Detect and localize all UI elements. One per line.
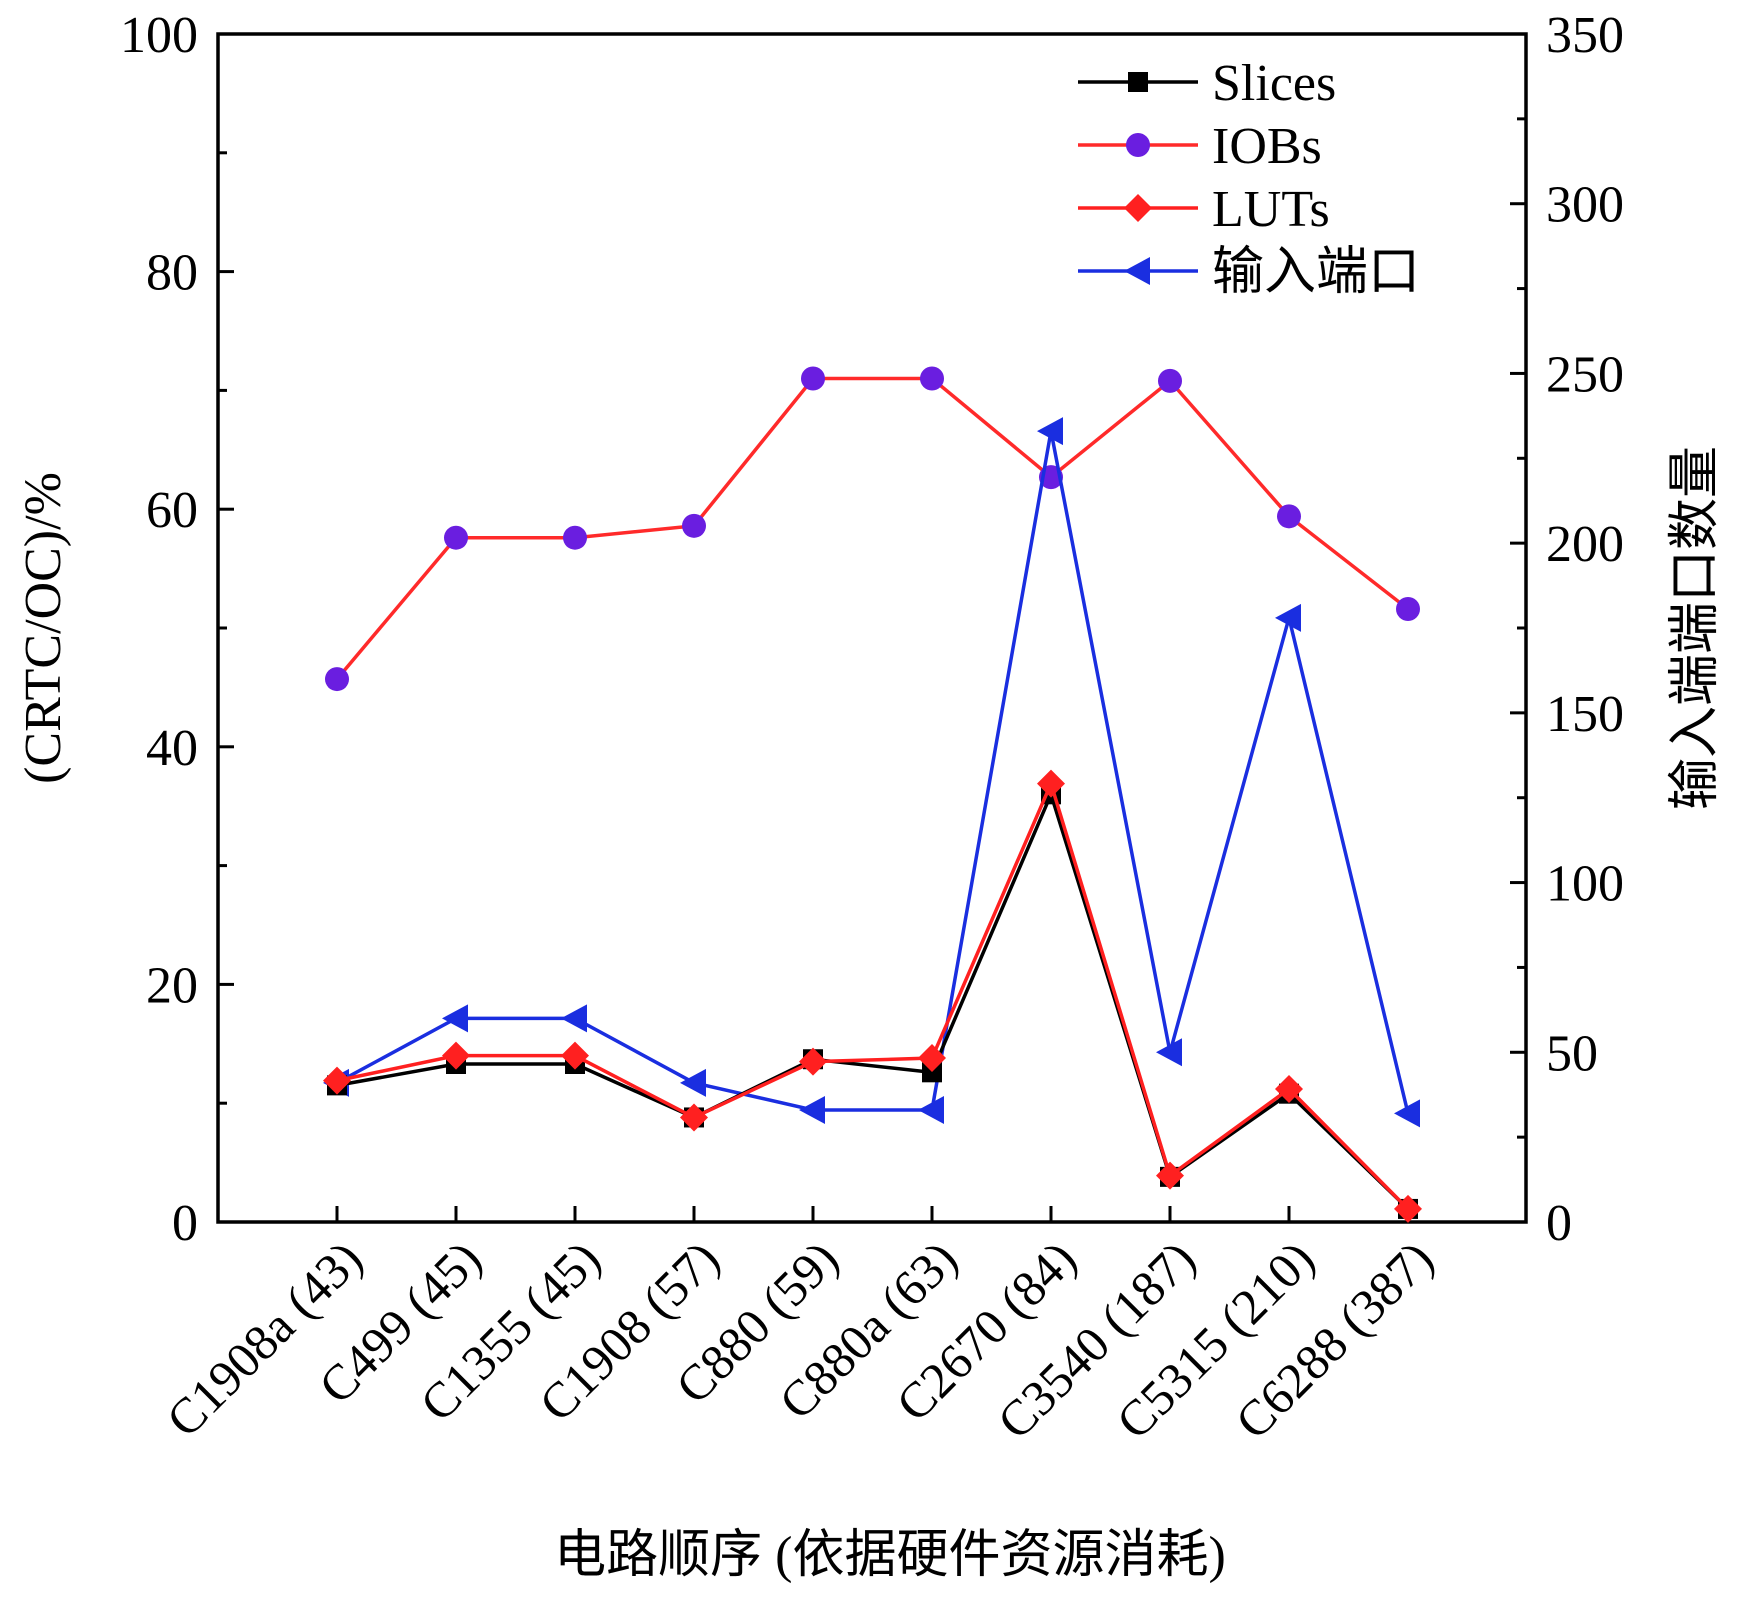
data-point (323, 1066, 351, 1095)
data-point (918, 1095, 944, 1124)
data-point (442, 1004, 468, 1033)
legend-marker (1126, 133, 1150, 157)
legend: Slices IOBs LUTs 输入端口 (1078, 55, 1420, 301)
y2-tick-label: 50 (1546, 1025, 1598, 1082)
data-point (1158, 368, 1182, 393)
y2-axis-title: 输入端端口数量 (1667, 446, 1724, 810)
data-point (799, 1095, 825, 1124)
legend-marker (1124, 194, 1152, 222)
data-point (799, 1047, 827, 1076)
series-line (335, 376, 1410, 681)
data-point (563, 525, 587, 550)
data-point (444, 525, 468, 550)
series-iobs (325, 366, 1420, 692)
data-point (1037, 417, 1063, 446)
series-layer (323, 366, 1422, 1223)
data-point (1396, 596, 1420, 621)
legend-marker (1128, 72, 1148, 92)
data-point (1277, 504, 1301, 529)
data-point (1275, 603, 1301, 632)
legend-label: IOBs (1212, 118, 1322, 175)
series-line (336, 430, 1410, 1114)
series-slices (327, 784, 1418, 1219)
legend-label: Slices (1212, 55, 1336, 112)
data-point (1156, 1161, 1184, 1190)
y-tick-label: 80 (146, 245, 198, 302)
series-line (336, 789, 1410, 1211)
y-tick-label: 20 (146, 957, 198, 1014)
legend-label: 输入端口 (1212, 244, 1420, 301)
legend-item: IOBs (1078, 118, 1322, 175)
legend-marker (1124, 257, 1150, 285)
data-point (918, 1044, 946, 1073)
y-axis-title: (CRTC/OC)/% (15, 472, 72, 784)
data-point (1156, 1038, 1182, 1067)
legend-label: LUTs (1212, 181, 1330, 238)
data-point (920, 366, 944, 391)
data-point (561, 1004, 587, 1033)
data-point (442, 1041, 470, 1070)
legend-item: Slices (1078, 55, 1336, 112)
series-input-ports (323, 417, 1420, 1128)
y-tick-label: 100 (120, 7, 198, 64)
data-point (1275, 1074, 1303, 1103)
data-point (1394, 1099, 1420, 1128)
plot-frame (216, 32, 1528, 1224)
y-tick-label: 40 (146, 720, 198, 777)
y2-tick-label: 350 (1546, 7, 1624, 64)
legend-item: LUTs (1078, 181, 1330, 238)
data-point (680, 1068, 706, 1097)
y2-tick-label: 0 (1546, 1195, 1572, 1252)
data-point (682, 513, 706, 538)
data-point (1394, 1194, 1422, 1223)
x-tick-label: C1908a (43) (155, 1230, 372, 1447)
data-point (325, 667, 349, 692)
data-point (1037, 769, 1065, 798)
x-axis-title: 电路顺序 (依据硬件资源消耗) (554, 1527, 1226, 1584)
y2-tick-label: 250 (1546, 346, 1624, 403)
y-tick-label: 60 (146, 482, 198, 539)
series-line (336, 778, 1410, 1211)
data-point (922, 1062, 942, 1083)
data-point (561, 1041, 589, 1070)
data-point (680, 1103, 708, 1132)
axis-ticks: 0 20 40 60 80 100 0 50 100 150 200 250 300 350 C1908a … (120, 7, 1624, 1449)
legend-item: 输入端口 (1078, 244, 1420, 301)
y2-tick-label: 300 (1546, 177, 1624, 234)
y-tick-label: 0 (172, 1195, 198, 1252)
series-luts (323, 769, 1422, 1223)
y2-tick-label: 100 (1546, 856, 1624, 913)
y2-tick-label: 150 (1546, 686, 1624, 743)
data-point (801, 366, 825, 391)
y2-tick-label: 200 (1546, 516, 1624, 573)
